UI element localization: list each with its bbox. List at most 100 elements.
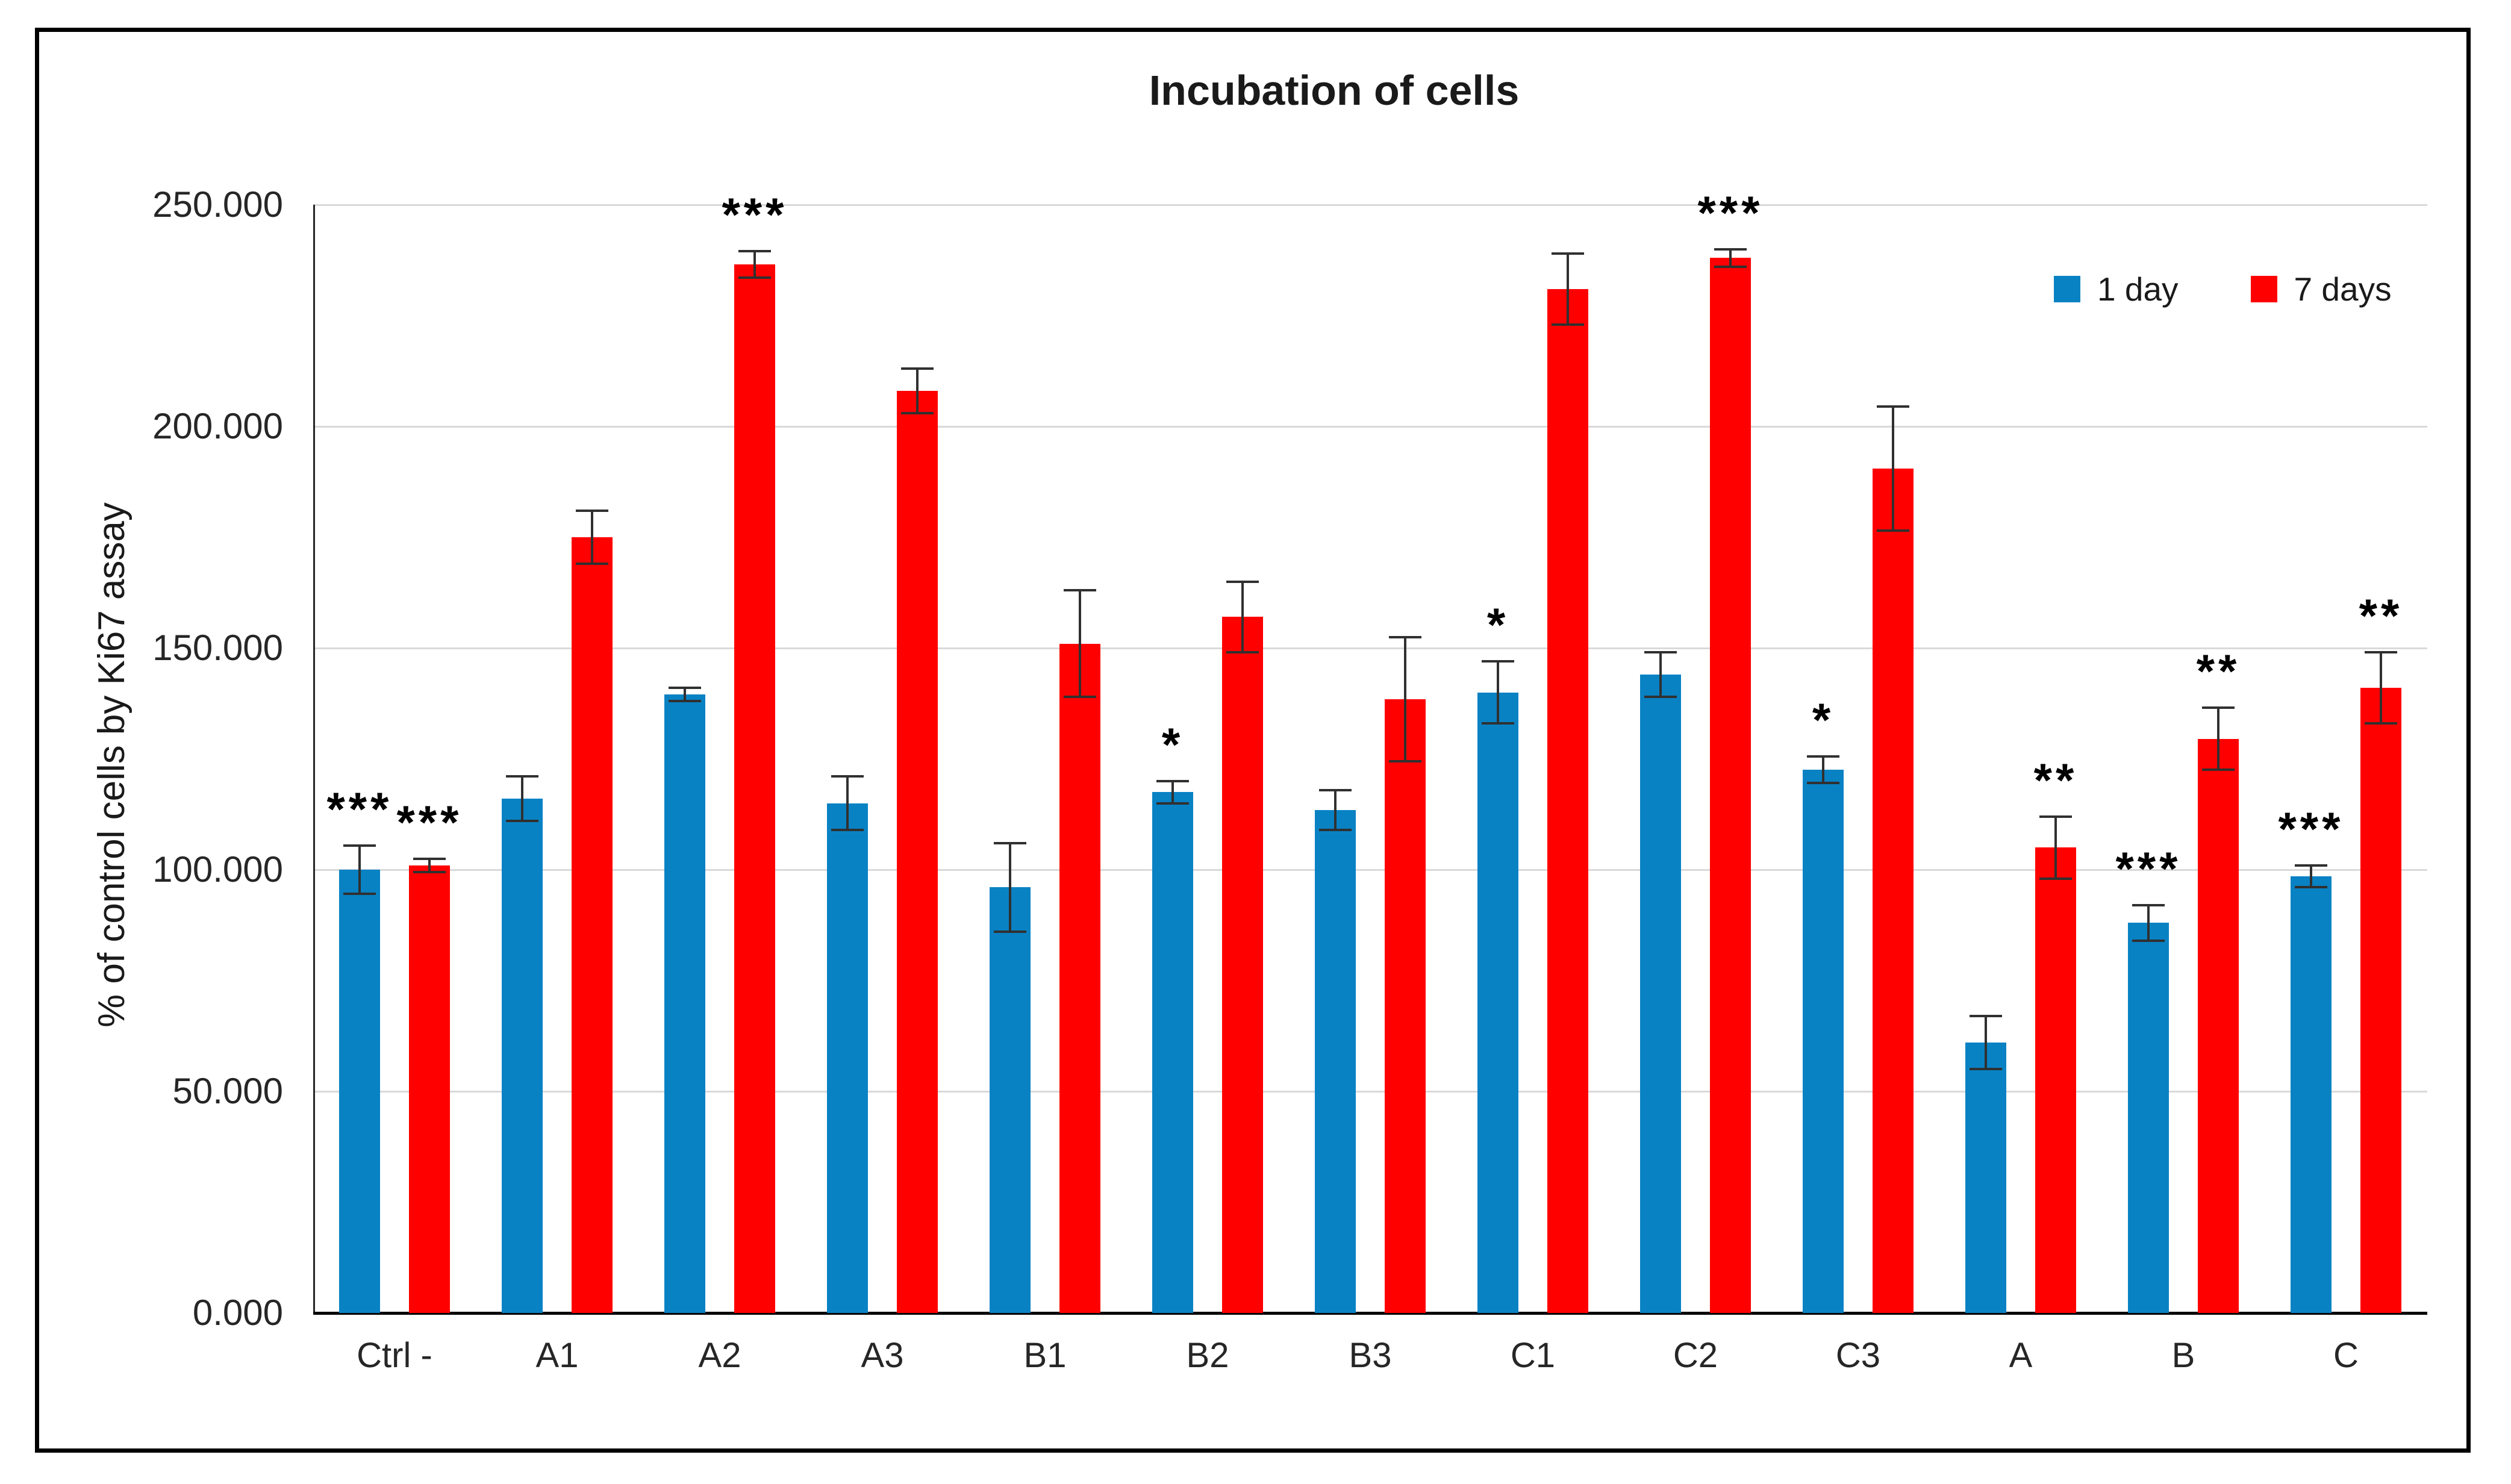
y-tick-label-50: 50.000 bbox=[172, 1071, 283, 1111]
error-bar-cap-top bbox=[994, 841, 1026, 844]
significance-label-7-days-b: ** bbox=[2196, 644, 2241, 698]
error-bar-cap-top bbox=[1226, 580, 1259, 583]
bar-1-day-c2 bbox=[1640, 675, 1681, 1313]
x-tick-label-b3: B3 bbox=[1349, 1336, 1392, 1375]
error-bar-cap-bottom bbox=[413, 870, 446, 873]
error-bar-cap-bottom bbox=[1389, 759, 1421, 762]
error-bar-7-days-a2 bbox=[753, 251, 756, 278]
error-bar-7-days-c bbox=[2380, 652, 2382, 724]
error-bar-7-days-a3 bbox=[916, 369, 919, 413]
gridline-250 bbox=[313, 204, 2427, 206]
error-bar-cap-top bbox=[2365, 651, 2397, 654]
bar-7-days-b1 bbox=[1059, 643, 1100, 1313]
y-axis-title: % of control cells by Ki67 assay bbox=[91, 502, 133, 1027]
error-bar-cap-bottom bbox=[1644, 695, 1677, 698]
bar-1-day-a3 bbox=[827, 803, 868, 1313]
gridline-200 bbox=[313, 426, 2427, 428]
error-bar-1-day-c1 bbox=[1497, 661, 1499, 724]
error-bar-7-days-b3 bbox=[1404, 637, 1406, 761]
x-tick-label-b: B bbox=[2171, 1336, 2195, 1375]
y-tick-label-100: 100.000 bbox=[152, 849, 283, 890]
gridline-50 bbox=[313, 1091, 2427, 1093]
x-tick-label-c3: C3 bbox=[1835, 1336, 1881, 1375]
error-bar-cap-bottom bbox=[576, 563, 608, 566]
bar-7-days-c bbox=[2360, 688, 2401, 1313]
significance-label-1-day-c3: * bbox=[1812, 693, 1835, 747]
bar-7-days-a2 bbox=[734, 264, 775, 1313]
bar-7-days-b bbox=[2198, 738, 2239, 1313]
error-bar-cap-top bbox=[413, 857, 446, 860]
x-tick-label-c1: C1 bbox=[1510, 1336, 1556, 1375]
error-bar-cap-bottom bbox=[2202, 768, 2235, 772]
legend-item-1-day: 1 day bbox=[2054, 270, 2179, 308]
error-bar-cap-top bbox=[901, 367, 934, 370]
bar-7-days-c3 bbox=[1873, 468, 1914, 1313]
error-bar-cap-bottom bbox=[1552, 323, 1584, 326]
error-bar-7-days-c2 bbox=[1729, 249, 1732, 267]
error-bar-cap-bottom bbox=[2132, 939, 2165, 942]
bar-7-days-b2 bbox=[1222, 617, 1263, 1313]
legend-label-7-days: 7 days bbox=[2294, 270, 2392, 308]
error-bar-cap-top bbox=[738, 250, 771, 253]
error-bar-cap-bottom bbox=[1064, 695, 1096, 698]
error-bar-cap-bottom bbox=[738, 276, 771, 279]
error-bar-cap-bottom bbox=[2295, 886, 2327, 889]
error-bar-cap-top bbox=[1877, 405, 1909, 408]
bar-1-day-b1 bbox=[990, 887, 1031, 1313]
significance-label-1-day-c: *** bbox=[2278, 802, 2344, 855]
error-bar-7-days-a bbox=[2054, 816, 2057, 879]
error-bar-7-days-b bbox=[2217, 708, 2219, 770]
error-bar-1-day-b2 bbox=[1171, 781, 1174, 803]
error-bar-cap-top bbox=[1970, 1014, 2002, 1017]
error-bar-cap-top bbox=[2295, 864, 2327, 867]
error-bar-cap-bottom bbox=[669, 700, 701, 703]
error-bar-1-day-a2 bbox=[684, 688, 686, 702]
legend: 1 day 7 days bbox=[2054, 270, 2392, 308]
error-bar-1-day-ctrl bbox=[358, 845, 361, 894]
error-bar-cap-top bbox=[831, 775, 864, 778]
error-bar-1-day-c3 bbox=[1822, 756, 1824, 784]
bar-7-days-a bbox=[2035, 847, 2076, 1313]
legend-swatch-7-days-icon bbox=[2250, 276, 2277, 302]
legend-label-1-day: 1 day bbox=[2097, 270, 2179, 308]
bar-1-day-c bbox=[2291, 876, 2332, 1313]
error-bar-1-day-a1 bbox=[521, 776, 523, 822]
bar-7-days-b3 bbox=[1385, 699, 1426, 1313]
legend-item-7-days: 7 days bbox=[2250, 270, 2392, 308]
error-bar-1-day-a3 bbox=[846, 776, 849, 830]
error-bar-cap-top bbox=[506, 775, 538, 778]
error-bar-cap-top bbox=[1644, 651, 1677, 654]
error-bar-1-day-b bbox=[2147, 905, 2150, 941]
error-bar-cap-top bbox=[1807, 755, 1839, 758]
significance-label-1-day-c1: * bbox=[1486, 598, 1509, 652]
chart-title: Incubation of cells bbox=[1149, 67, 1520, 114]
error-bar-cap-bottom bbox=[1482, 722, 1514, 725]
error-bar-7-days-c1 bbox=[1567, 253, 1569, 325]
error-bar-7-days-ctrl bbox=[428, 858, 431, 872]
significance-label-7-days-a2: *** bbox=[722, 188, 788, 242]
error-bar-cap-bottom bbox=[1714, 266, 1747, 269]
significance-label-1-day-ctrl: *** bbox=[326, 782, 393, 835]
significance-label-7-days-a: ** bbox=[2033, 753, 2078, 806]
y-axis-line bbox=[313, 205, 315, 1313]
error-bar-cap-bottom bbox=[1319, 828, 1352, 831]
error-bar-cap-top bbox=[1389, 635, 1421, 638]
bar-1-day-a bbox=[1965, 1043, 2006, 1313]
error-bar-cap-bottom bbox=[1807, 782, 1839, 785]
error-bar-7-days-a1 bbox=[591, 510, 593, 564]
error-bar-cap-top bbox=[1064, 589, 1096, 592]
error-bar-1-day-b1 bbox=[1009, 843, 1011, 932]
error-bar-cap-bottom bbox=[2039, 877, 2072, 880]
x-tick-label-a2: A2 bbox=[698, 1336, 741, 1375]
significance-label-1-day-b2: * bbox=[1161, 717, 1184, 771]
error-bar-cap-bottom bbox=[1877, 529, 1909, 532]
error-bar-7-days-b2 bbox=[1241, 581, 1244, 653]
x-tick-label-c: C bbox=[2333, 1336, 2359, 1375]
error-bar-cap-bottom bbox=[1226, 651, 1259, 654]
significance-label-7-days-ctrl: *** bbox=[396, 795, 463, 849]
error-bar-cap-bottom bbox=[901, 411, 934, 414]
error-bar-cap-bottom bbox=[506, 820, 538, 823]
error-bar-cap-top bbox=[2202, 706, 2235, 709]
error-bar-cap-top bbox=[2039, 815, 2072, 818]
legend-swatch-1-day-icon bbox=[2054, 276, 2080, 302]
